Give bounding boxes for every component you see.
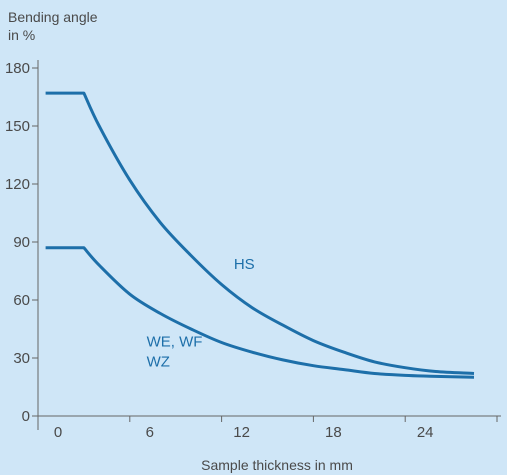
- y-tick-label: 180: [5, 60, 30, 77]
- y-tick-label: 0: [22, 408, 30, 425]
- x-tick-label: 6: [146, 424, 154, 441]
- curve-label-we: WZ: [147, 353, 170, 370]
- y-tick-label: 120: [5, 176, 30, 193]
- curve-label-we: WE, WF: [147, 333, 203, 350]
- y-axis-label-line-2: in %: [8, 27, 35, 43]
- y-tick-label: 30: [13, 350, 30, 367]
- series-line-0: [45, 91, 475, 375]
- annotations: HS WE, WF WZ: [147, 256, 255, 370]
- x-tick-label: 12: [233, 424, 250, 441]
- curve-label-hs: HS: [234, 256, 255, 273]
- x-tick-label: 24: [417, 424, 434, 441]
- y-axis-label-line-1: Bending angle: [8, 9, 98, 25]
- x-tick-label: 18: [325, 424, 342, 441]
- y-tick-label: 90: [13, 234, 30, 251]
- axes: 03060901201501800612182430: [5, 60, 501, 441]
- x-axis-label: Sample thickness in mm: [201, 457, 353, 473]
- y-tick-label: 60: [13, 292, 30, 309]
- y-tick-label: 150: [5, 118, 30, 135]
- series-layer: [45, 91, 475, 379]
- series-line-1: [45, 246, 475, 379]
- x-tick-label: 0: [54, 424, 62, 441]
